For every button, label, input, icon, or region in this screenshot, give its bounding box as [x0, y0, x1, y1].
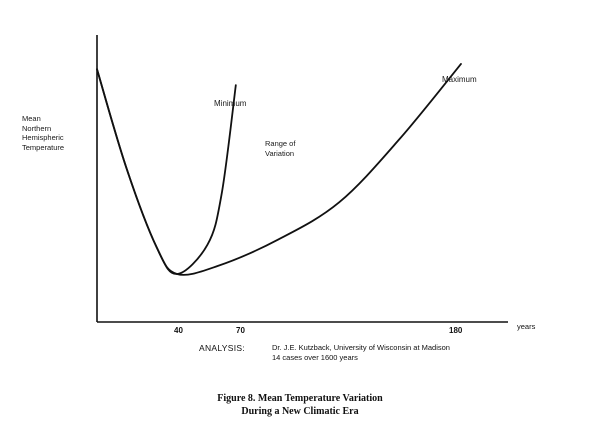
- analysis-label: ANALYSIS:: [199, 343, 246, 353]
- minimum-annotation: Minimum: [214, 99, 247, 108]
- range-of-variation-annotation: Range of Variation: [265, 139, 295, 159]
- x-tick-label: 40: [174, 326, 183, 335]
- x-tick-label: 180: [449, 326, 463, 335]
- x-tick-label: 70: [236, 326, 245, 335]
- analysis-line: 14 cases over 1600 years: [272, 353, 358, 362]
- range-annotation-line: Range of: [265, 139, 296, 148]
- y-axis-label-line: Temperature: [22, 142, 65, 152]
- y-axis-label-line: Mean: [22, 114, 41, 123]
- caption-line: Figure 8. Mean Temperature Variation: [217, 393, 383, 404]
- range-annotation-line: Variation: [265, 149, 295, 158]
- y-axis-label-line: Hemispheric: [22, 133, 64, 143]
- y-axis-label-line: Northern: [22, 123, 52, 133]
- analysis-text: Dr. J.E. Kutzback, University of Wiscons…: [272, 343, 450, 363]
- y-axis-label: Mean Northern Hemispheric Temperature: [22, 114, 64, 152]
- maximum-annotation: Maximum: [442, 75, 477, 84]
- x-axis-unit-label: years: [517, 322, 536, 331]
- analysis-line: Dr. J.E. Kutzback, University of Wiscons…: [272, 343, 450, 352]
- series-line-maximum: [96, 63, 462, 276]
- figure-caption: Figure 8. Mean Temperature Variation Dur…: [0, 392, 600, 418]
- caption-line: During a New Climatic Era: [241, 406, 359, 417]
